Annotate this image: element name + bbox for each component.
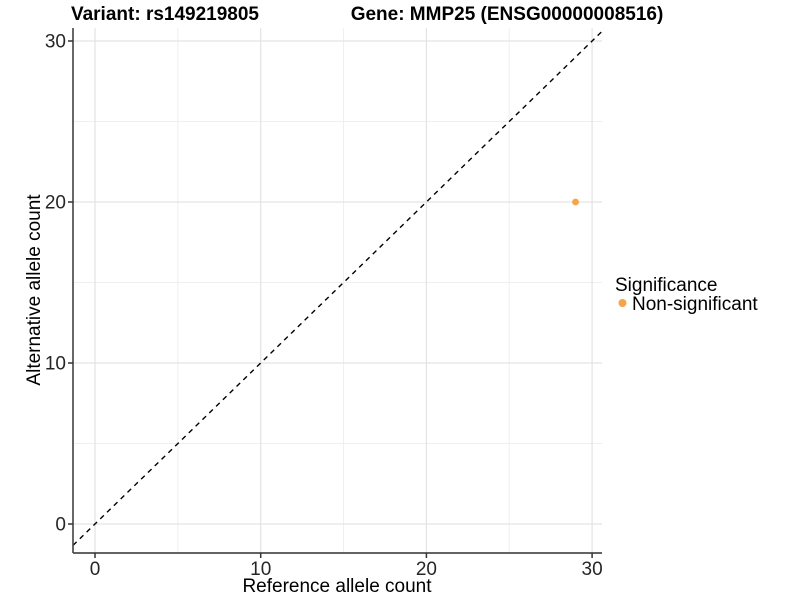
gridlines-major <box>73 28 602 553</box>
y-tick-label: 30 <box>45 32 66 53</box>
axis-tick-marks <box>68 40 593 558</box>
data-points <box>572 198 579 206</box>
gridlines-minor <box>73 28 602 553</box>
y-tick-labels: 0 10 20 30 <box>45 32 66 536</box>
legend-title: Significance <box>615 275 717 296</box>
y-tick-label: 0 <box>55 515 66 536</box>
y-tick-label: 20 <box>45 193 66 214</box>
x-tick-labels: 0 10 20 30 <box>90 559 603 580</box>
x-axis-title: Reference allele count <box>242 576 432 597</box>
legend-label: Non-significant <box>632 294 758 315</box>
scatter-point <box>572 198 579 206</box>
x-tick-label: 30 <box>582 559 603 580</box>
legend: Significance Non-significant <box>615 275 758 315</box>
plot-title-variant: Variant: rs149219805 <box>71 4 259 25</box>
x-tick-label: 0 <box>90 559 101 580</box>
axis-lines <box>72 28 602 554</box>
y-tick-label: 10 <box>45 354 66 375</box>
plot-panel <box>73 28 602 553</box>
y-axis-title: Alternative allele count <box>24 194 45 386</box>
x-tick-label: 20 <box>416 559 437 580</box>
legend-point-icon <box>618 299 627 307</box>
plot-title-gene: Gene: MMP25 (ENSG00000008516) <box>351 4 664 25</box>
x-tick-label: 10 <box>250 559 271 580</box>
